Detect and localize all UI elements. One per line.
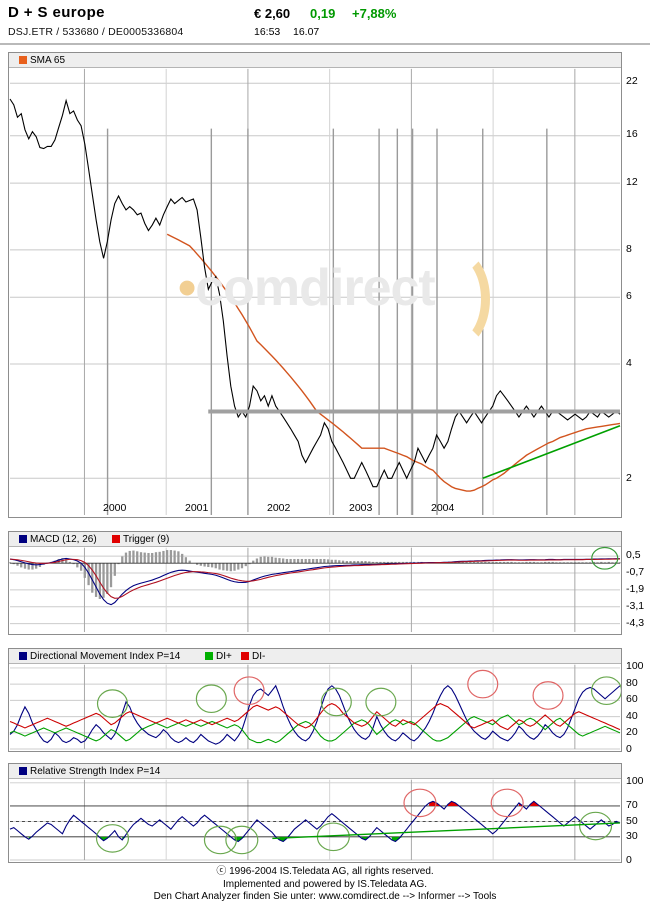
rsi-ytick: 30: [626, 830, 638, 842]
legend-dmi: Directional Movement Index P=14: [19, 650, 180, 663]
macd-ytick: -4,3: [626, 617, 645, 629]
macd-ytick: -1,9: [626, 583, 645, 595]
macd-ytick: 0,5: [626, 549, 641, 561]
macd-chart-panel[interactable]: MACD (12, 26) Trigger (9): [8, 531, 622, 635]
footer-hint: Den Chart Analyzer finden Sie unter: www…: [153, 891, 497, 902]
rsi-plot: [9, 779, 621, 861]
instrument-symbols: DSJ.ETR / 533680 / DE0005336804: [8, 26, 184, 38]
legend-macd: MACD (12, 26): [19, 533, 97, 546]
page-title: D + S europe: [8, 4, 105, 21]
price-plot: [9, 68, 621, 516]
rsi-ytick: 0: [626, 854, 632, 866]
legend-diminus-label: DI-: [252, 651, 266, 662]
price-ytick: 12: [626, 176, 638, 188]
quote-header: D + S europe DSJ.ETR / 533680 / DE000533…: [0, 0, 650, 45]
rsi-ytick: 70: [626, 799, 638, 811]
price-xtick: 2002: [267, 502, 291, 514]
legend-diminus: DI-: [241, 650, 265, 663]
dmi-ytick: 40: [626, 710, 638, 722]
footer-copyright: ⓒ 1996-2004 IS.Teledata AG, all rights r…: [216, 866, 434, 877]
dmi-ytick: 80: [626, 677, 638, 689]
last-price: € 2,60: [254, 6, 291, 21]
price-xtick: 2001: [185, 502, 209, 514]
price-legend: SMA 65: [9, 53, 621, 68]
dmi-chart-panel[interactable]: Directional Movement Index P=14 DI+ DI-: [8, 648, 622, 752]
dmi-plot: [9, 664, 621, 750]
di-plus-color-swatch: [205, 652, 213, 660]
macd-legend: MACD (12, 26) Trigger (9): [9, 532, 621, 547]
header-divider: [0, 43, 650, 45]
dmi-color-swatch: [19, 652, 27, 660]
footer-powered-by: Implemented and powered by IS.Teledata A…: [222, 878, 427, 890]
legend-rsi: Relative Strength Index P=14: [19, 765, 160, 778]
macd-plot: [9, 546, 621, 633]
footer: ⓒ 1996-2004 IS.Teledata AG, all rights r…: [0, 866, 650, 904]
di-minus-color-swatch: [241, 652, 249, 660]
dmi-ytick: 20: [626, 726, 638, 738]
rsi-ytick: 100: [626, 775, 644, 787]
legend-dmi-label: Directional Movement Index P=14: [30, 651, 181, 662]
macd-ytick: -0,7: [626, 566, 645, 578]
legend-trigger: Trigger (9): [112, 533, 169, 546]
macd-color-swatch: [19, 535, 27, 543]
price-xtick: 2000: [103, 502, 127, 514]
price-ytick: 22: [626, 75, 638, 87]
legend-sma65: SMA 65: [19, 54, 65, 67]
price-ytick: 8: [626, 243, 632, 255]
legend-macd-label: MACD (12, 26): [30, 534, 97, 545]
legend-diplus-label: DI+: [216, 651, 232, 662]
trigger-color-swatch: [112, 535, 120, 543]
quote-time: 16:53: [254, 26, 281, 38]
dmi-legend: Directional Movement Index P=14 DI+ DI-: [9, 649, 621, 664]
price-xtick: 2003: [349, 502, 373, 514]
legend-sma65-label: SMA 65: [30, 55, 66, 66]
dmi-ytick: 100: [626, 660, 644, 672]
dmi-ytick: 0: [626, 743, 632, 755]
legend-diplus: DI+: [205, 650, 232, 663]
rsi-color-swatch: [19, 767, 27, 775]
quote-date: 16.07: [293, 26, 320, 38]
macd-ytick: -3,1: [626, 600, 645, 612]
price-change: 0,19: [310, 6, 336, 21]
price-xtick: 2004: [431, 502, 455, 514]
legend-trigger-label: Trigger (9): [123, 534, 170, 545]
price-chart-panel[interactable]: SMA 65: [8, 52, 622, 518]
sma65-color-swatch: [19, 56, 27, 64]
legend-rsi-label: Relative Strength Index P=14: [30, 766, 161, 777]
price-ytick: 2: [626, 472, 632, 484]
dmi-ytick: 60: [626, 693, 638, 705]
price-change-percent: +7,88%: [352, 6, 397, 21]
price-ytick: 16: [626, 128, 638, 140]
price-ytick: 6: [626, 290, 632, 302]
rsi-ytick: 50: [626, 815, 638, 827]
rsi-chart-panel[interactable]: Relative Strength Index P=14: [8, 763, 622, 863]
price-ytick: 4: [626, 357, 632, 369]
rsi-legend: Relative Strength Index P=14: [9, 764, 621, 779]
